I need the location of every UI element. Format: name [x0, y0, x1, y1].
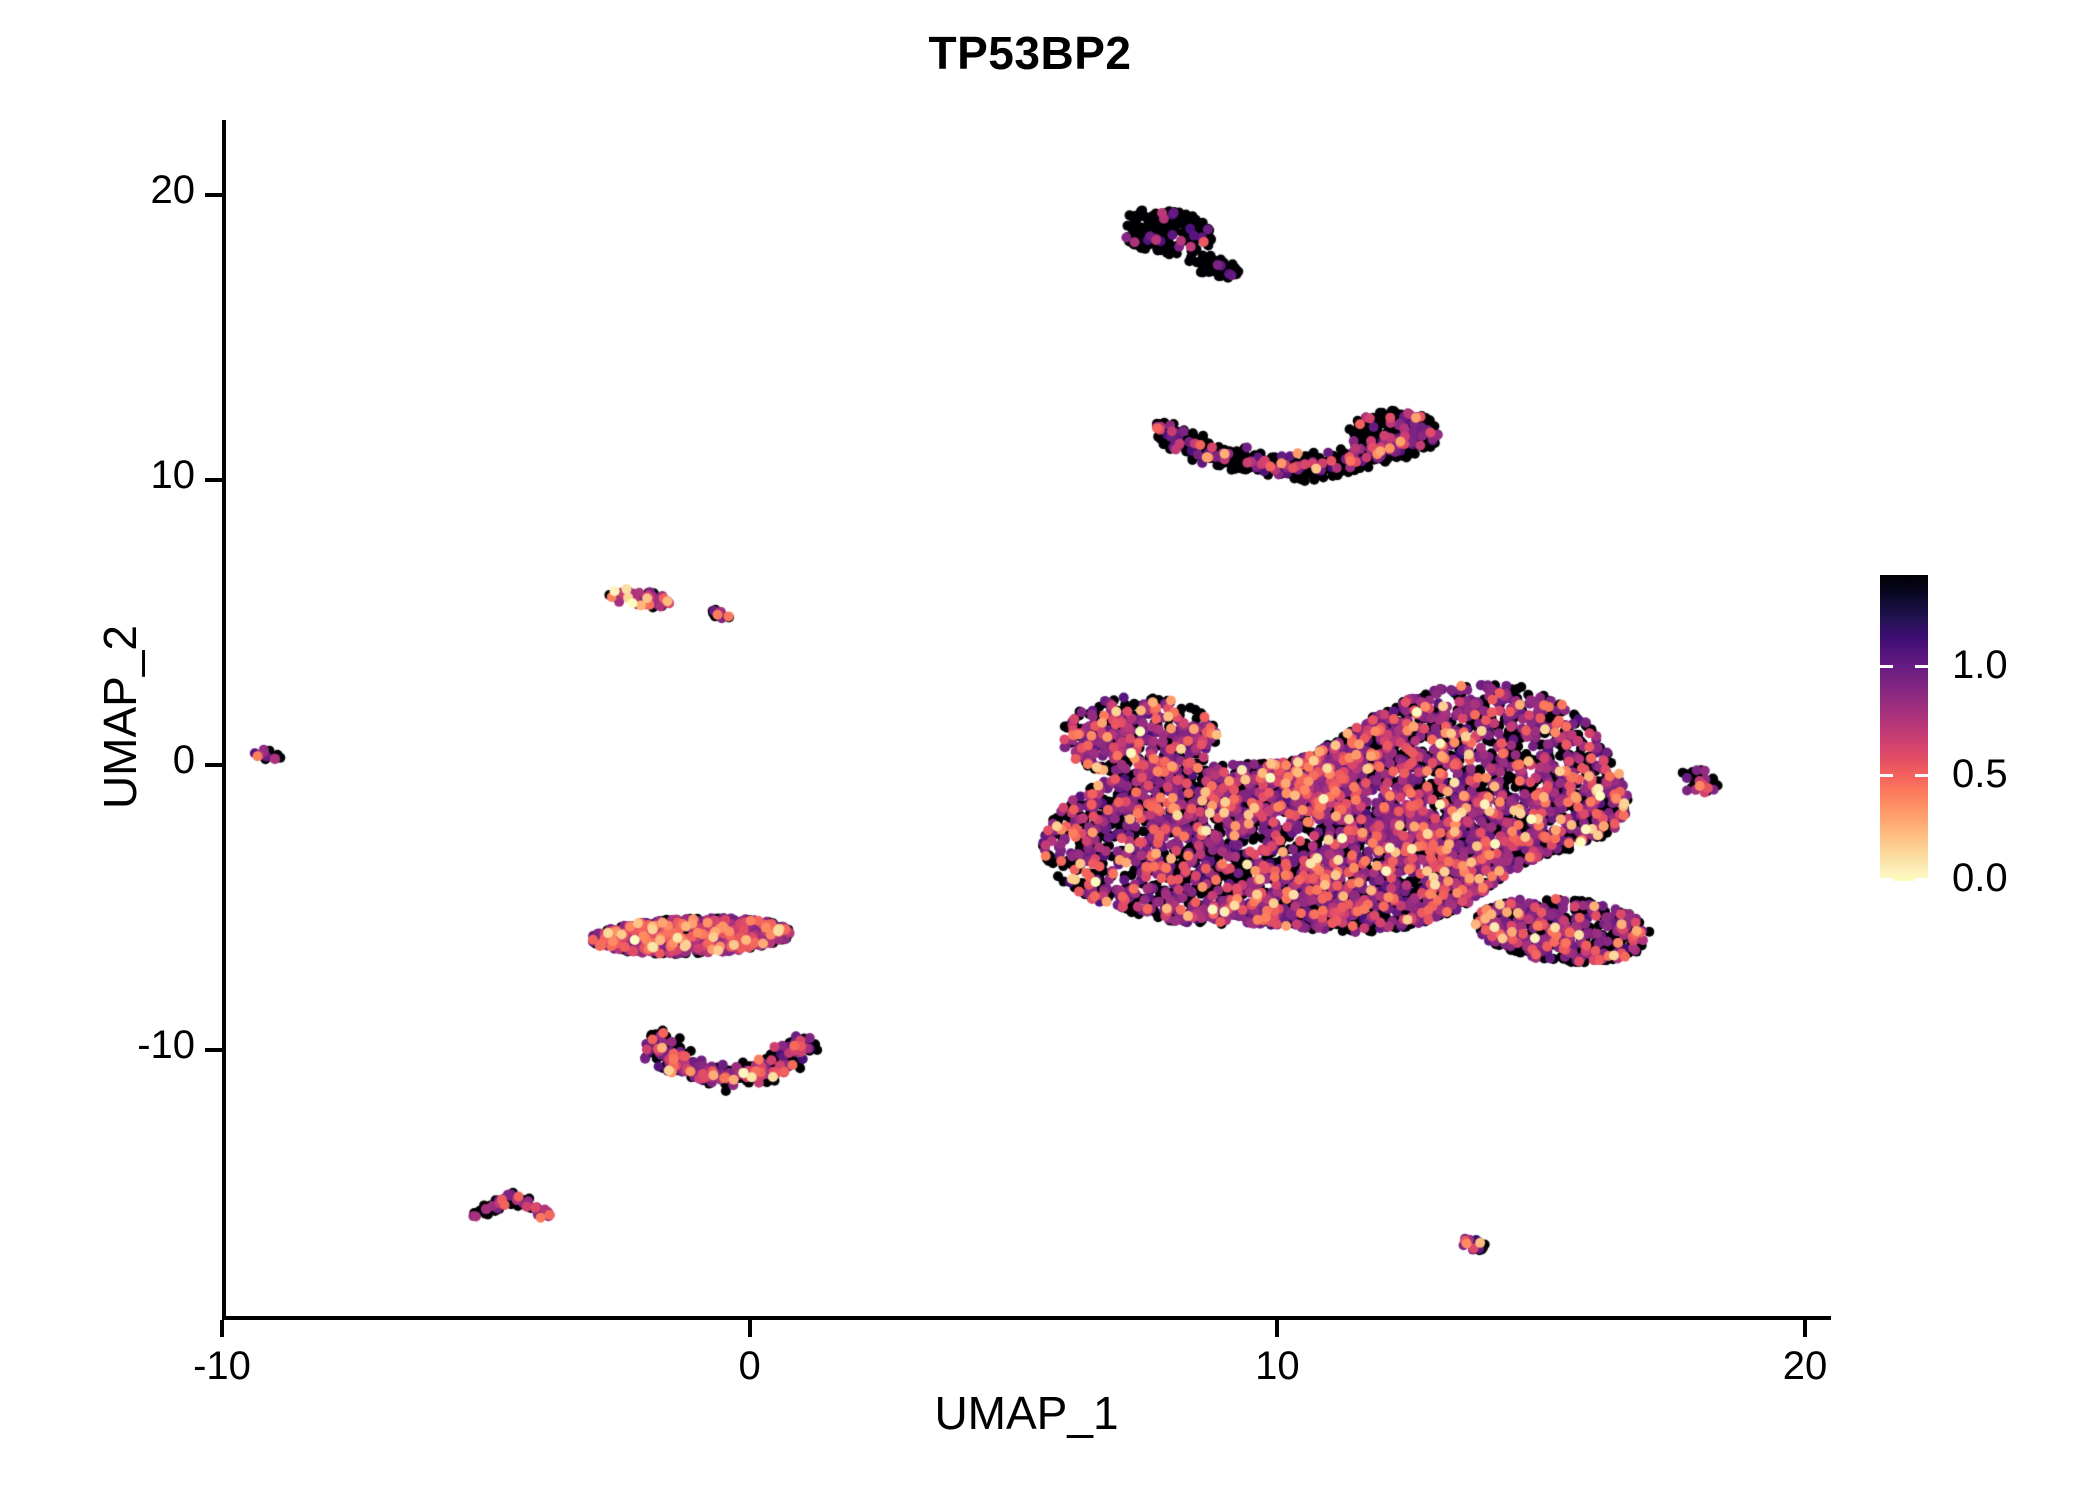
colorbar-label-3: 0.0 — [1952, 856, 2008, 900]
page-title: TP53BP2 — [928, 27, 1132, 79]
colorbar-tick-left-1 — [1880, 665, 1893, 668]
y-tick-label: 0 — [172, 738, 195, 782]
y-tick-mark — [205, 1048, 222, 1052]
colorbar-tick-right-3 — [1915, 878, 1928, 881]
x-tick-label: 0 — [738, 1344, 761, 1388]
y-axis-title: UMAP_2 — [94, 624, 146, 810]
y-tick-mark — [205, 478, 222, 482]
x-tick-label: 20 — [1782, 1344, 1828, 1388]
y-tick-mark — [205, 763, 222, 767]
x-tick-mark — [220, 1320, 224, 1337]
colorbar-label-1: 1.0 — [1952, 643, 2008, 687]
y-tick-label: -10 — [137, 1023, 195, 1067]
x-tick-label: 10 — [1255, 1344, 1300, 1388]
y-tick-label: 10 — [150, 453, 196, 497]
x-tick-mark — [1275, 1320, 1280, 1337]
x-axis-line — [222, 1316, 1831, 1320]
y-tick-mark — [205, 193, 222, 197]
y-tick-label: 20 — [150, 168, 196, 212]
x-tick-mark — [747, 1320, 752, 1337]
colorbar-tick-left-3 — [1880, 878, 1893, 881]
colorbar-tick-right-1 — [1915, 665, 1928, 668]
colorbar-tick-left-2 — [1880, 774, 1893, 777]
colorbar-tick-right-2 — [1915, 774, 1928, 777]
scatter-plot-canvas — [226, 120, 1829, 1318]
colorbar-label-2: 0.5 — [1952, 752, 2008, 796]
x-tick-label: -10 — [193, 1344, 251, 1388]
y-axis-line — [222, 120, 226, 1320]
plot-panel — [226, 120, 1829, 1318]
x-tick-mark — [1803, 1320, 1807, 1337]
x-axis-title: UMAP_1 — [934, 1387, 1119, 1439]
colorbar-gradient — [1880, 575, 1928, 881]
